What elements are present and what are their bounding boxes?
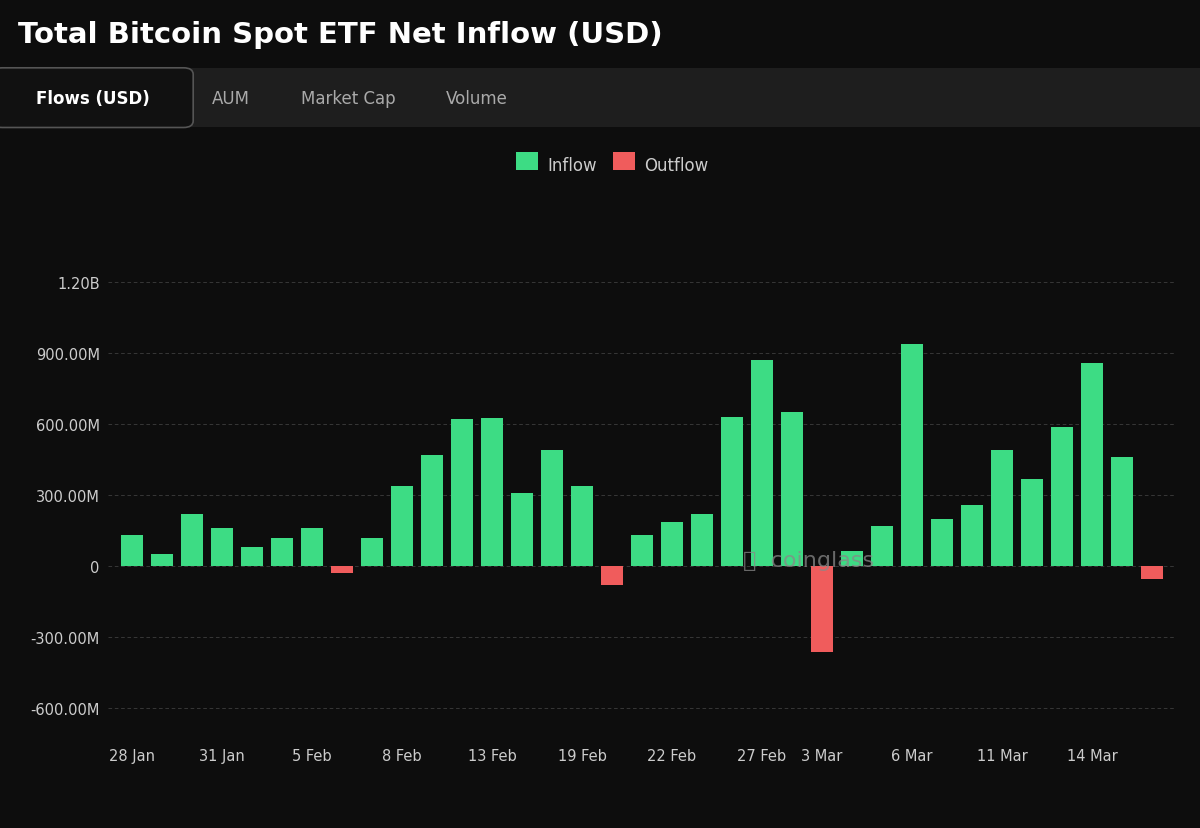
Bar xyxy=(1081,363,1103,566)
Text: Outflow: Outflow xyxy=(644,156,709,175)
Bar xyxy=(751,361,773,566)
Bar xyxy=(211,529,233,566)
Text: 🐸  coinglass: 🐸 coinglass xyxy=(744,551,875,570)
Bar xyxy=(571,486,593,566)
Text: Volume: Volume xyxy=(446,89,508,108)
Bar xyxy=(541,450,563,566)
Bar xyxy=(661,522,683,566)
Bar xyxy=(181,514,203,566)
Bar xyxy=(391,486,413,566)
Bar xyxy=(121,536,143,566)
Bar xyxy=(1051,427,1073,566)
Text: Inflow: Inflow xyxy=(547,156,596,175)
Bar xyxy=(481,419,503,566)
Bar xyxy=(361,538,383,566)
Bar xyxy=(271,538,293,566)
Bar xyxy=(601,566,623,585)
Bar xyxy=(301,529,323,566)
Bar xyxy=(961,505,983,566)
Bar xyxy=(721,417,743,566)
Bar xyxy=(781,413,803,566)
Bar xyxy=(1021,479,1043,566)
Text: Flows (USD): Flows (USD) xyxy=(36,89,150,108)
Text: Market Cap: Market Cap xyxy=(301,89,395,108)
Bar xyxy=(1111,458,1133,566)
Bar xyxy=(1141,566,1163,580)
Bar xyxy=(451,420,473,566)
Bar xyxy=(901,344,923,566)
Bar xyxy=(331,566,353,574)
Bar xyxy=(871,527,893,566)
Text: AUM: AUM xyxy=(212,89,250,108)
Bar xyxy=(841,551,863,566)
Bar xyxy=(931,519,953,566)
Bar xyxy=(691,514,713,566)
Bar xyxy=(151,555,173,566)
Bar xyxy=(811,566,833,652)
Bar xyxy=(991,450,1013,566)
Bar xyxy=(631,536,653,566)
Text: Total Bitcoin Spot ETF Net Inflow (USD): Total Bitcoin Spot ETF Net Inflow (USD) xyxy=(18,21,662,49)
Bar xyxy=(511,493,533,566)
Bar xyxy=(241,547,263,566)
Bar xyxy=(421,455,443,566)
